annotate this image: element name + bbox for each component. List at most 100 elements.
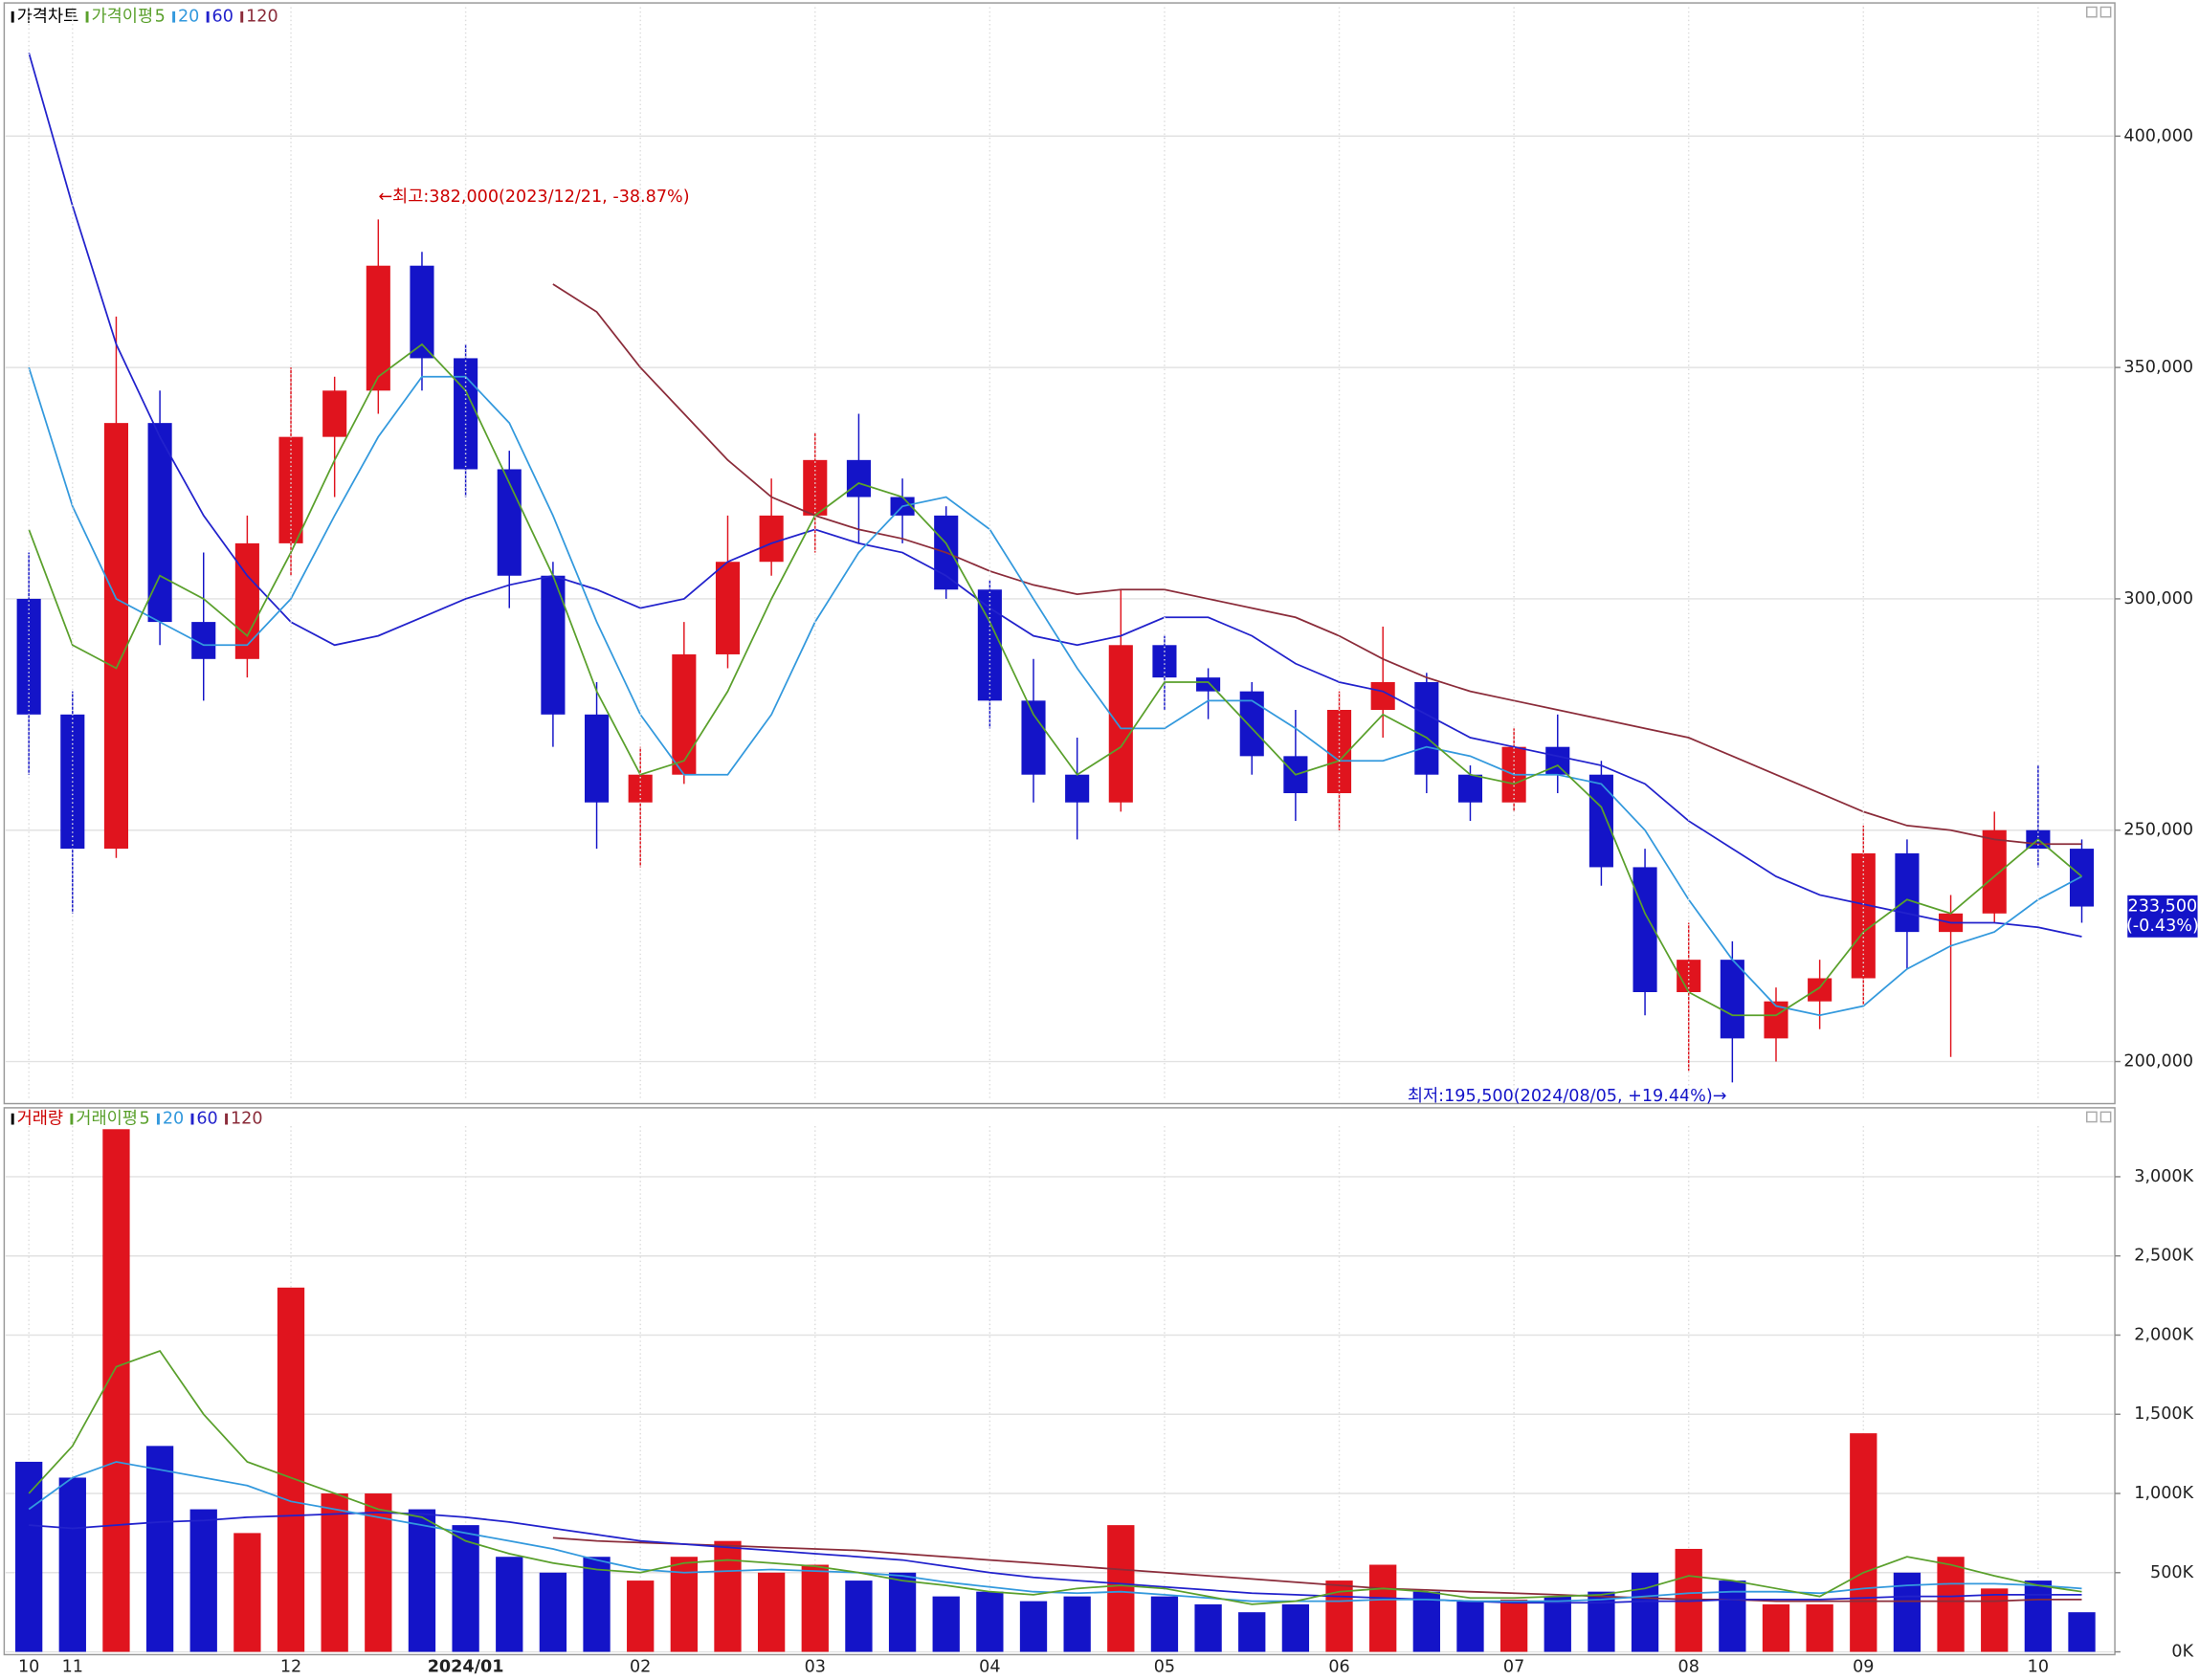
bar	[1499, 1599, 1528, 1652]
x-tick-label: 07	[1503, 1658, 1524, 1677]
x-tick-label: 12	[280, 1658, 301, 1677]
bar	[277, 1287, 305, 1652]
bar	[145, 1446, 174, 1652]
moving-average-line	[552, 1536, 2082, 1603]
candle-body	[1108, 645, 1133, 803]
bar	[496, 1557, 523, 1652]
candle-body	[1457, 774, 1483, 803]
bar	[408, 1509, 436, 1652]
x-tick-label: 02	[630, 1658, 651, 1677]
candle-body	[1545, 746, 1570, 775]
annotation: ←최고:382,000(2023/12/21, -38.87%)	[378, 188, 689, 207]
bar	[583, 1557, 611, 1652]
candle-body	[1021, 700, 1046, 775]
last-price-label: 233,500	[2128, 897, 2198, 917]
y-tick-label: 500K	[2150, 1563, 2194, 1582]
legend-label: 가격차트	[17, 8, 79, 27]
bar	[1631, 1572, 1659, 1652]
moving-average-line	[552, 283, 2082, 846]
x-tick-label: 05	[1154, 1658, 1175, 1677]
bar	[845, 1581, 873, 1652]
y-tick-label: 200,000	[2123, 1052, 2193, 1072]
x-tick-label: 03	[805, 1658, 826, 1677]
candle-body	[628, 774, 653, 803]
legend-label: 60	[196, 1110, 217, 1129]
bar	[321, 1493, 348, 1652]
bar	[1238, 1612, 1266, 1652]
bar	[452, 1525, 479, 1652]
moving-average-line	[28, 343, 2083, 1017]
bar	[1850, 1433, 1877, 1652]
y-tick-label: 1,500K	[2134, 1404, 2193, 1424]
x-tick-label: 04	[979, 1658, 1000, 1677]
moving-average-line	[28, 1349, 2082, 1605]
candle-body	[1720, 960, 1744, 1039]
candle-body	[1196, 677, 1221, 692]
candle-body	[759, 515, 784, 563]
bar	[932, 1596, 960, 1652]
candle-body	[454, 358, 478, 470]
y-tick-label: 250,000	[2123, 821, 2193, 840]
candle-body	[584, 714, 610, 803]
candle-body	[1588, 774, 1613, 868]
y-tick-label: 3,000K	[2134, 1167, 2193, 1186]
bar	[233, 1533, 261, 1652]
bar	[15, 1461, 43, 1652]
x-tick-label: 11	[62, 1658, 83, 1677]
legend-label: 120	[246, 8, 278, 27]
y-tick-label: 2,000K	[2134, 1325, 2193, 1344]
panel-button[interactable]	[2099, 1111, 2112, 1123]
price-panel	[3, 2, 2116, 1105]
legend-swatch	[225, 1113, 229, 1125]
x-tick-label: 06	[1328, 1658, 1349, 1677]
legend-label: 5	[139, 1110, 149, 1129]
moving-average-line	[29, 1512, 2082, 1604]
bar	[1281, 1603, 1310, 1652]
bar	[58, 1477, 86, 1652]
legend-swatch	[240, 11, 244, 23]
bar	[102, 1129, 130, 1652]
legend-swatch	[85, 11, 89, 23]
x-tick-label: 10	[2028, 1658, 2049, 1677]
moving-average-line	[28, 52, 2082, 938]
legend-label: 가격이평	[91, 8, 153, 27]
x-tick-label: 08	[1678, 1658, 1699, 1677]
bar	[1937, 1557, 1965, 1652]
bar	[1019, 1601, 1048, 1652]
candle-body	[715, 562, 741, 654]
candle-body	[234, 542, 259, 659]
candle-body	[103, 423, 128, 850]
candle-body	[2069, 849, 2095, 907]
panel-button[interactable]	[2099, 6, 2112, 18]
bar	[714, 1540, 742, 1652]
panel-button[interactable]	[2086, 6, 2098, 18]
legend-label: 거래량	[17, 1110, 64, 1129]
candle-body	[1065, 774, 1090, 803]
x-tick-label: 2024/01	[428, 1658, 504, 1677]
panel-button[interactable]	[2086, 1111, 2098, 1123]
bar	[1412, 1591, 1440, 1652]
candle-body	[410, 265, 434, 359]
bar	[1456, 1601, 1484, 1652]
annotation: 최저:195,500(2024/08/05, +19.44%)→	[1408, 1087, 1727, 1106]
last-price-box	[2127, 895, 2198, 938]
bar	[1063, 1596, 1091, 1652]
candle-body	[147, 423, 172, 623]
legend-label: 5	[155, 8, 166, 27]
bar	[1806, 1603, 1833, 1652]
y-tick-label: 2,500K	[2134, 1247, 2193, 1266]
candle-body	[1895, 852, 1920, 933]
legend-label: 120	[231, 1110, 263, 1129]
bar	[189, 1509, 217, 1652]
legend-label: 거래이평	[76, 1110, 138, 1129]
bar	[757, 1572, 786, 1652]
y-tick-label: 400,000	[2123, 126, 2193, 145]
bar	[365, 1493, 392, 1652]
bar	[1150, 1596, 1179, 1652]
bar	[670, 1557, 698, 1652]
legend-label: 20	[163, 1110, 184, 1129]
legend-swatch	[11, 11, 14, 23]
candle-body	[278, 436, 303, 543]
